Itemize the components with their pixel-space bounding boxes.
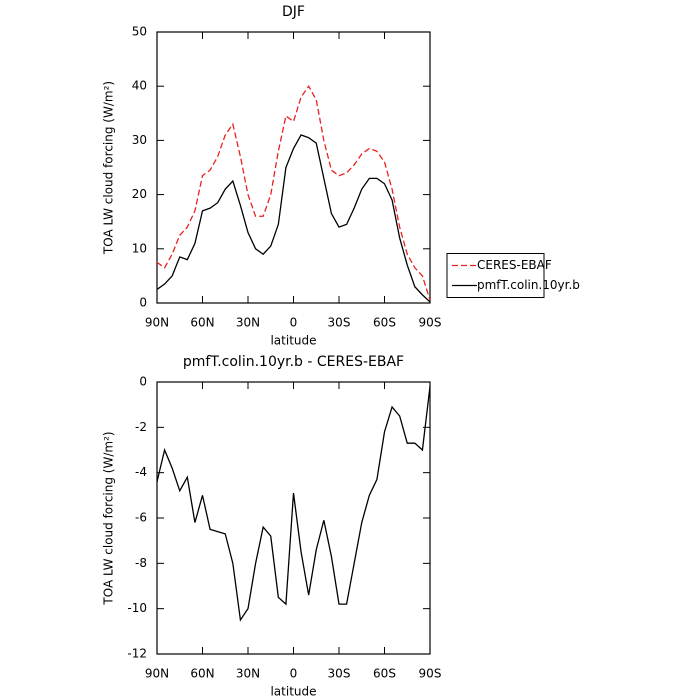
x-tick-label: 90N [145, 316, 169, 330]
y-tick-label: -2 [135, 420, 147, 434]
y-tick-label: -8 [135, 556, 147, 570]
chart-title: DJF [282, 4, 305, 20]
y-tick-label: 10 [132, 241, 147, 255]
y-tick-label: 30 [132, 133, 147, 147]
y-axis-label: TOA LW cloud forcing (W/m²) [102, 81, 116, 255]
x-tick-label: 0 [290, 667, 298, 681]
y-tick-label: -10 [127, 601, 147, 615]
x-tick-label: 90S [419, 667, 442, 681]
data-line [156, 134, 431, 303]
y-tick-label: 20 [132, 187, 147, 201]
x-tick-label: 30N [236, 316, 260, 330]
x-tick-label: 60S [373, 667, 396, 681]
x-tick-label: 30N [236, 667, 260, 681]
y-tick-label: -12 [127, 647, 147, 661]
legend-label: pmfT.colin.10yr.b [477, 278, 580, 292]
y-tick-label: -6 [135, 511, 147, 525]
y-tick-label: 50 [132, 25, 147, 39]
x-axis-label: latitude [270, 334, 316, 348]
y-axis-label: TOA LW cloud forcing (W/m²) [102, 431, 116, 605]
data-line [156, 386, 431, 622]
x-axis-label: latitude [270, 685, 316, 699]
x-tick-label: 60S [373, 316, 396, 330]
legend-box [446, 253, 545, 298]
data-line [156, 84, 431, 301]
x-tick-label: 30S [328, 667, 351, 681]
y-tick-label: 0 [139, 375, 147, 389]
y-tick-label: 0 [139, 296, 147, 310]
x-tick-label: 90S [419, 316, 442, 330]
legend-label: CERES-EBAF [477, 258, 552, 272]
plot-frame [156, 381, 431, 655]
y-tick-label: 40 [132, 79, 147, 93]
chart-title: pmfT.colin.10yr.b - CERES-EBAF [183, 354, 404, 370]
y-tick-label: -4 [135, 465, 147, 479]
x-tick-label: 0 [290, 316, 298, 330]
x-tick-label: 60N [190, 667, 214, 681]
x-tick-label: 30S [328, 316, 351, 330]
plot-frame [156, 31, 431, 304]
x-tick-label: 60N [190, 316, 214, 330]
x-tick-label: 90N [145, 667, 169, 681]
